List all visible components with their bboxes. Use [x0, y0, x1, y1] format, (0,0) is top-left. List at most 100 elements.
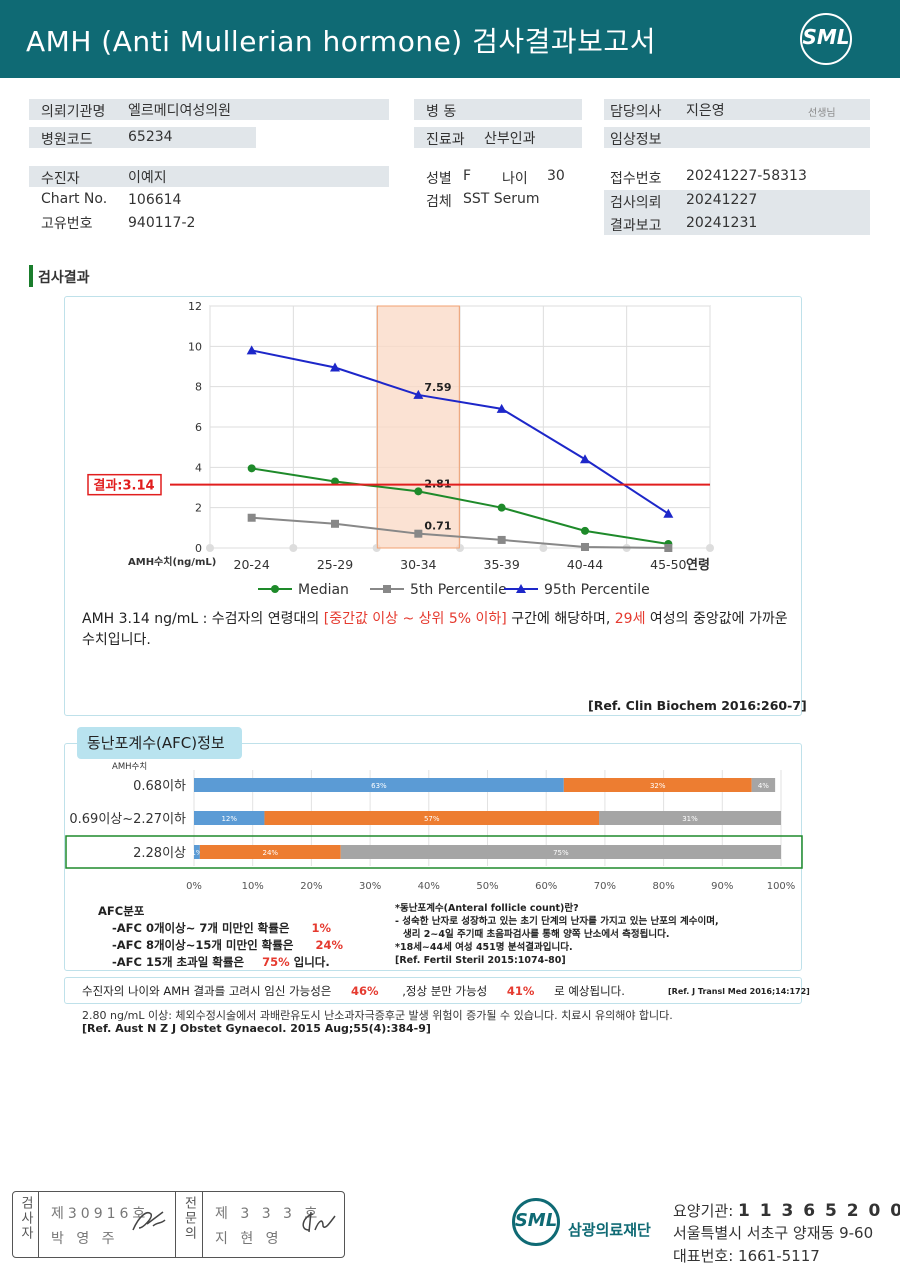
interp-range: [중간값 이상 ~ 상위 5% 이하]: [323, 611, 507, 627]
pregnancy-text: 수진자의 나이와 AMH 결과를 고려시 임신 가능성은 46% ,정상 분만 …: [82, 983, 625, 999]
afc-dist-row: -AFC 0개이상~ 7개 미만인 확률은 1%: [98, 920, 343, 937]
org-address: 서울특별시 서초구 양재동 9-60: [673, 1224, 874, 1242]
info-band: [29, 127, 256, 148]
data-point: [414, 487, 423, 496]
info-band: [29, 166, 389, 187]
afc-bar-segment: [264, 811, 600, 825]
specimen-label: 검체: [426, 194, 452, 210]
afc-stacked-bar-chart: AMH수치 0% 10% 20% 30% 40% 50% 60% 70% 80% 90% 100% 0.…: [65, 762, 803, 892]
data-point: [247, 464, 256, 473]
interp-part3: 구간에 해당하며,: [506, 611, 615, 627]
afc-x-tick: 70%: [594, 881, 616, 892]
afc-bar-label: 1%: [191, 849, 202, 857]
afc-x-tick: 100%: [767, 881, 796, 892]
tester-signature-icon: [132, 1211, 166, 1231]
specimen-value: SST Serum: [463, 191, 540, 207]
section-title: 검사결과: [38, 270, 90, 286]
series-line: [251, 516, 669, 549]
data-point: [331, 477, 339, 486]
series-line: [251, 349, 669, 515]
org-code-value: 1 1 3 6 5 2 0 0: [738, 1201, 900, 1221]
data-point: [331, 519, 339, 528]
signature-stamp: 검사자 제30916호 박 영 주 전문의 제 3 3 3 호 지 현 영: [12, 1191, 345, 1258]
report-date-value: 20241231: [686, 215, 758, 231]
report-title: AMH (Anti Mullerian hormone) 검사결과보고서: [26, 25, 656, 58]
section-marker: [29, 265, 33, 287]
pregnancy-box: [64, 977, 802, 1004]
y-tick-label: 6: [195, 421, 202, 434]
afc-bar-label: 32%: [650, 782, 666, 790]
org-code: 요양기관: 1 1 3 6 5 2 0 0: [673, 1200, 900, 1221]
report-date-label: 결과보고: [610, 218, 662, 234]
data-label: 7.59: [424, 381, 451, 394]
reference-clin-biochem: [Ref. Clin Biochem 2016:260-7]: [588, 698, 807, 713]
patient-value: 이예지: [128, 170, 167, 186]
x-grid-dot: [206, 544, 214, 552]
afc-bar-segment: [751, 778, 776, 792]
preg-value1: 46%: [351, 984, 379, 998]
y-tick-label: 10: [188, 340, 202, 353]
data-point: [414, 529, 423, 538]
age-label: 나이: [502, 171, 528, 187]
afc-bar-segment: [563, 778, 752, 792]
afc-bar-label: 12%: [221, 815, 237, 823]
series-line: [251, 467, 669, 545]
afc-dist3-tail: 입니다.: [293, 955, 330, 969]
y-tick-label: 2: [195, 502, 202, 515]
sml-logo-icon: [800, 13, 852, 65]
info-band: [604, 190, 870, 235]
specialist-name: 지 현 영: [215, 1231, 283, 1247]
afc-def-line: - 성숙한 난자로 성장하고 있는 초기 단계의 난자를 가지고 있는 난포의 …: [395, 916, 719, 927]
legend-label: 5th Percentile: [410, 582, 507, 598]
data-point: [330, 362, 340, 372]
afc-category-label: 0.68이하: [133, 779, 186, 794]
age-value: 30: [547, 168, 565, 184]
data-point: [497, 503, 506, 512]
request-label: 검사의뢰: [610, 195, 662, 211]
afc-bar-label: 63%: [371, 782, 387, 790]
x-tick-label: 30-34: [400, 557, 436, 572]
afc-bar-segment: [194, 845, 200, 859]
x-grid-dot: [539, 544, 548, 552]
reference-aust: [Ref. Aust N Z J Obstet Gynaecol. 2015 A…: [82, 1022, 431, 1035]
chart-no-label: Chart No.: [41, 191, 108, 207]
afc-bar-label: 75%: [553, 849, 569, 857]
afc-dist-row: -AFC 8개이상~15개 미만인 확률은 24%: [98, 937, 343, 954]
data-point: [246, 345, 257, 355]
y-tick-label: 0: [195, 542, 202, 555]
afc-x-tick: 0%: [186, 881, 202, 892]
afc-dist-row: -AFC 15개 초과일 확률은 75% 입니다.: [98, 954, 343, 971]
x-grid-dot: [706, 544, 714, 552]
data-point: [581, 542, 589, 551]
afc-dist3-text: -AFC 15개 초과일 확률은: [112, 955, 245, 969]
amh-chart-box: [64, 296, 802, 716]
afc-bar-label: 4%: [758, 782, 769, 790]
afc-bar-segment: [194, 811, 265, 825]
chart-no-value: 106614: [128, 192, 182, 208]
preg-text1: 수진자의 나이와 AMH 결과를 고려시 임신 가능성은: [82, 984, 332, 998]
unique-no-label: 고유번호: [41, 216, 93, 232]
info-band: [604, 127, 870, 148]
result-label: 결과:3.14: [93, 478, 154, 494]
specialist-label-text: 전문의: [181, 1196, 197, 1241]
data-point: [496, 403, 507, 413]
receipt-label: 접수번호: [610, 171, 662, 187]
hospital-code-label: 병원코드: [41, 132, 93, 148]
doctor-suffix: 선생님: [808, 108, 836, 119]
afc-x-tick: 20%: [300, 881, 322, 892]
amh-line-chart: 0 2 4 6 8 10 12 20-24 25-29 30-34 35-39 40-44 45-50 연…: [87, 300, 714, 598]
hospital-code-value: 65234: [128, 129, 173, 145]
data-point: [663, 508, 674, 518]
interpretation-text: AMH 3.14 ng/mL : 수검자의 연령대의 [중간값 이상 ~ 상위 …: [82, 609, 794, 651]
afc-bar-segment: [599, 811, 781, 825]
afc-dist1-value: 1%: [311, 921, 331, 935]
afc-def-line: *동난포계수(Anteral follicle count)란?: [395, 903, 579, 914]
legend-marker: [271, 585, 279, 593]
legend-label: 95th Percentile: [544, 582, 650, 598]
ohss-note: 2.80 ng/mL 이상: 체외수정시술에서 과배란유도시 난소과자극증후군 …: [82, 1009, 673, 1022]
preg-text3: 로 예상됩니다.: [554, 984, 625, 998]
x-tick-label: 35-39: [484, 557, 520, 572]
data-point: [580, 454, 590, 464]
dept-label: 진료과: [426, 132, 465, 148]
y-axis-label: AMH수치(ng/mL): [128, 555, 216, 568]
